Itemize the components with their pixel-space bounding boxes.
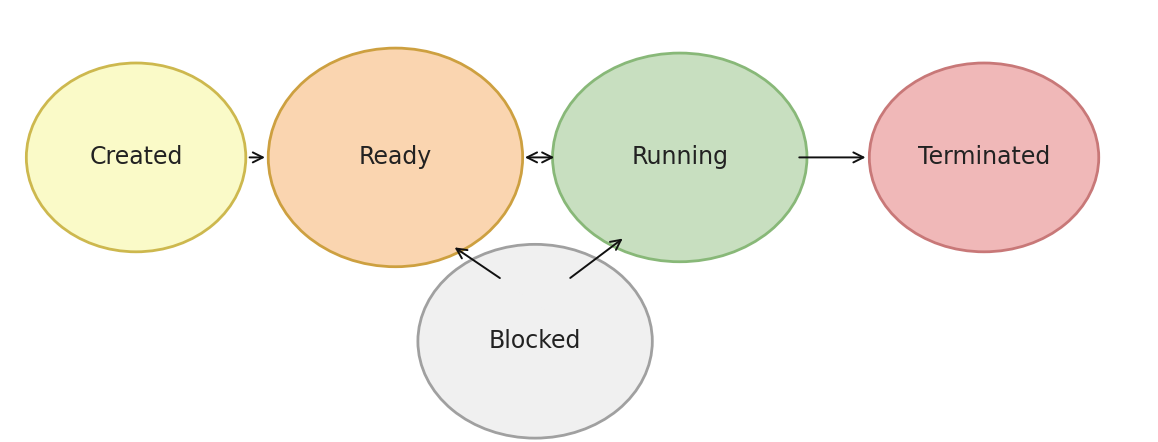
Text: Created: Created	[89, 145, 183, 169]
Ellipse shape	[552, 53, 807, 262]
Text: Ready: Ready	[359, 145, 432, 169]
Ellipse shape	[870, 63, 1099, 252]
Ellipse shape	[269, 48, 522, 267]
Text: Blocked: Blocked	[489, 329, 581, 353]
Text: Running: Running	[631, 145, 728, 169]
Ellipse shape	[27, 63, 245, 252]
Text: Terminated: Terminated	[918, 145, 1050, 169]
Ellipse shape	[418, 244, 652, 438]
